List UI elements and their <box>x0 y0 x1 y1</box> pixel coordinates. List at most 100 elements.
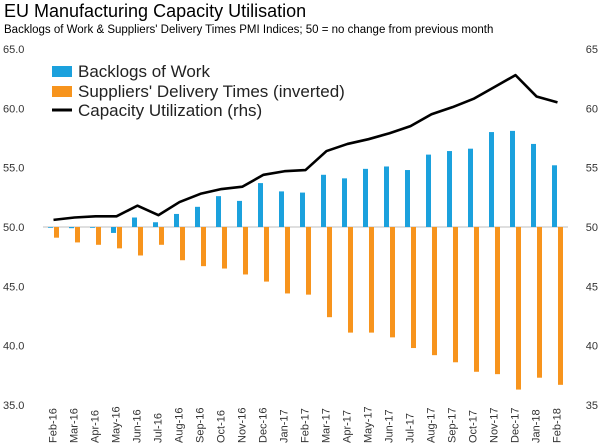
axes-layer: 35.0 40.0 45.0 50.0 55.0 60.0 65.0 35 40 45 50 55 60… <box>3 44 598 443</box>
bar-suppliers-delivery-times <box>138 227 143 256</box>
x-tick-label: May-17 <box>363 406 375 443</box>
chart-subtitle: Backlogs of Work & Suppliers' Delivery T… <box>4 24 494 36</box>
x-tick-label: Dec-17 <box>510 408 522 443</box>
bar-backlogs-of-work <box>174 213 179 227</box>
x-tick-label: Dec-16 <box>258 408 270 443</box>
bar-backlogs-of-work <box>279 191 284 227</box>
y-left-tick-label: 55.0 <box>3 163 24 175</box>
legend-swatch <box>52 86 72 97</box>
bar-backlogs-of-work <box>300 192 305 227</box>
x-tick-label: Jul-17 <box>405 413 417 443</box>
x-tick-label: Mar-17 <box>321 408 333 443</box>
x-tick-label: Apr-17 <box>342 410 354 443</box>
legend-label: Capacity Utilization (rhs) <box>78 101 262 120</box>
bar-suppliers-delivery-times <box>306 227 311 295</box>
legend-label: Suppliers' Delivery Times (inverted) <box>78 82 345 101</box>
x-tick-label: Feb-18 <box>552 408 564 443</box>
bar-suppliers-delivery-times <box>264 227 269 282</box>
bar-suppliers-delivery-times <box>453 227 458 363</box>
x-tick-label: Oct-17 <box>468 410 480 443</box>
bar-backlogs-of-work <box>510 130 515 227</box>
bar-suppliers-delivery-times <box>222 227 227 269</box>
bar-suppliers-delivery-times <box>369 227 374 333</box>
bar-backlogs-of-work <box>195 206 200 227</box>
bar-backlogs-of-work <box>552 165 557 227</box>
bar-suppliers-delivery-times <box>201 227 206 267</box>
x-tick-label: Apr-16 <box>90 410 102 443</box>
x-tick-label: Jan-18 <box>531 409 543 443</box>
bar-backlogs-of-work <box>342 178 347 227</box>
bar-suppliers-delivery-times <box>558 227 563 385</box>
bar-backlogs-of-work <box>363 168 368 227</box>
x-tick-label: Jan-17 <box>279 409 291 443</box>
line-layer <box>53 73 558 222</box>
bar-suppliers-delivery-times <box>390 227 395 338</box>
bar-suppliers-delivery-times <box>432 227 437 356</box>
bar-suppliers-delivery-times <box>495 227 500 375</box>
bar-suppliers-delivery-times <box>54 227 59 238</box>
bar-suppliers-delivery-times <box>180 227 185 261</box>
x-tick-label: Feb-17 <box>300 408 312 443</box>
line-capacity-utilization <box>53 73 558 222</box>
y-right-tick-label: 50 <box>586 222 598 234</box>
bar-backlogs-of-work <box>111 227 116 233</box>
x-tick-label: Aug-16 <box>174 408 186 443</box>
legend-label: Backlogs of Work <box>78 62 210 81</box>
y-right-tick-label: 45 <box>586 281 598 293</box>
bar-suppliers-delivery-times <box>474 227 479 372</box>
bar-backlogs-of-work <box>69 227 74 229</box>
x-tick-label: Jul-16 <box>153 413 165 443</box>
y-left-tick-label: 40.0 <box>3 341 24 353</box>
bar-suppliers-delivery-times <box>159 227 164 245</box>
bar-suppliers-delivery-times <box>117 227 122 249</box>
bar-suppliers-delivery-times <box>96 227 101 245</box>
bar-suppliers-delivery-times <box>75 227 80 243</box>
bar-suppliers-delivery-times <box>348 227 353 333</box>
x-tick-label: Jun-17 <box>384 409 396 443</box>
bar-backlogs-of-work <box>447 151 452 227</box>
bar-backlogs-of-work <box>321 174 326 227</box>
x-tick-label: Mar-16 <box>69 408 81 443</box>
x-tick-label: May-16 <box>111 406 123 443</box>
bar-backlogs-of-work <box>132 217 137 227</box>
y-right-tick-label: 55 <box>586 163 598 175</box>
y-left-tick-label: 65.0 <box>3 44 24 56</box>
bar-backlogs-of-work <box>153 222 158 227</box>
y-right-tick-label: 65 <box>586 44 598 56</box>
x-tick-label: Sep-16 <box>195 408 207 443</box>
bars-layer <box>48 130 563 390</box>
bar-backlogs-of-work <box>237 200 242 227</box>
bar-backlogs-of-work <box>90 227 95 228</box>
y-left-tick-label: 45.0 <box>3 281 24 293</box>
bar-backlogs-of-work <box>468 148 473 227</box>
bar-backlogs-of-work <box>489 132 494 227</box>
y-left-tick-label: 50.0 <box>3 222 24 234</box>
x-tick-label: Oct-16 <box>216 410 228 443</box>
x-tick-label: Nov-17 <box>489 408 501 443</box>
bar-suppliers-delivery-times <box>411 227 416 349</box>
bar-backlogs-of-work <box>405 170 410 227</box>
bar-backlogs-of-work <box>48 227 53 228</box>
bar-backlogs-of-work <box>531 143 536 227</box>
x-tick-label: Aug-17 <box>426 408 438 443</box>
legend-swatch <box>52 66 72 77</box>
bar-suppliers-delivery-times <box>327 227 332 318</box>
bar-suppliers-delivery-times <box>516 227 521 390</box>
y-right-tick-label: 35 <box>586 400 598 412</box>
x-tick-label: Jun-16 <box>132 409 144 443</box>
y-left-tick-label: 35.0 <box>3 400 24 412</box>
x-tick-label: Feb-16 <box>48 408 60 443</box>
y-right-tick-label: 40 <box>586 341 598 353</box>
bar-suppliers-delivery-times <box>285 227 290 294</box>
bar-suppliers-delivery-times <box>537 227 542 378</box>
bar-backlogs-of-work <box>426 154 431 227</box>
y-right-tick-label: 60 <box>586 103 598 115</box>
chart-title: EU Manufacturing Capacity Utilisation <box>4 1 307 21</box>
y-left-tick-label: 60.0 <box>3 103 24 115</box>
bar-backlogs-of-work <box>384 166 389 227</box>
x-tick-label: Nov-16 <box>237 408 249 443</box>
bar-backlogs-of-work <box>258 183 263 227</box>
x-tick-label: Sep-17 <box>447 408 459 443</box>
